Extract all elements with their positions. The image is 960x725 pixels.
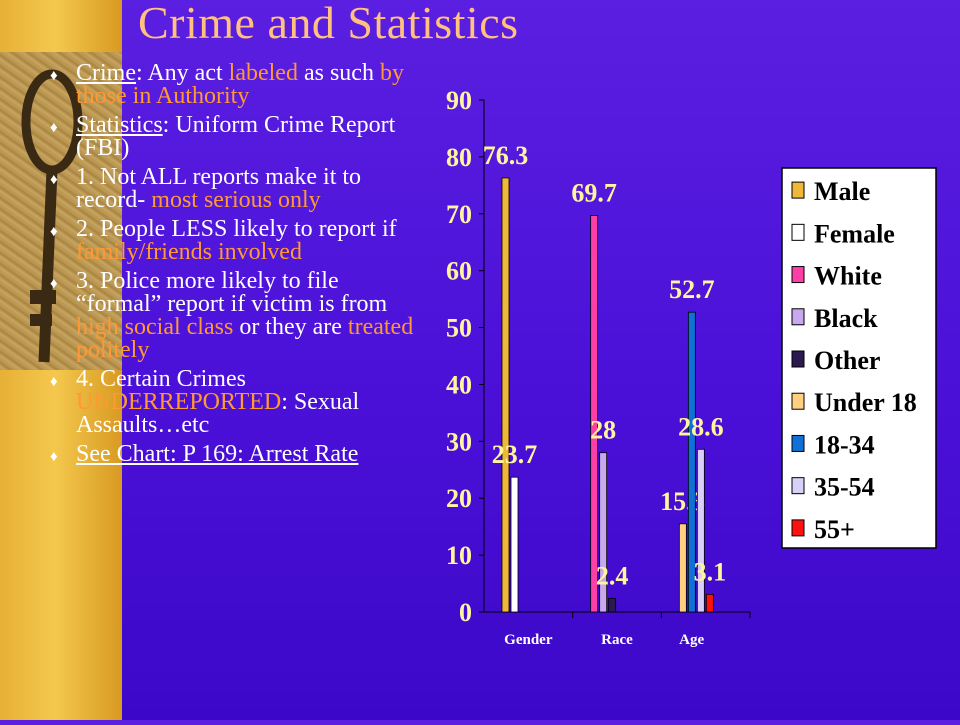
bullet-list: ♦ Crime: Any act labeled as such by those… <box>44 60 424 472</box>
bar-55- <box>705 593 714 613</box>
highlighted-text: UNDERREPORTED <box>76 389 282 415</box>
bullet-text: : Uniform Crime Report (FBI) <box>76 112 396 161</box>
y-tick-label: 60 <box>446 257 472 286</box>
x-category-label: Gender <box>504 632 553 648</box>
y-tick-label: 0 <box>459 598 472 627</box>
legend-swatch <box>791 519 805 537</box>
bar-under-18 <box>678 523 687 613</box>
bar-18-34 <box>687 311 696 613</box>
highlighted-text: labeled <box>228 60 298 86</box>
legend-label: Male <box>814 177 870 206</box>
bullet-item: ♦ 4. Certain Crimes UNDERREPORTED: Sexual… <box>44 366 424 438</box>
bullet-item: ♦ 2. People LESS likely to report if fami… <box>44 216 424 265</box>
legend-label: 35-54 <box>814 473 875 502</box>
bullet-item: ♦ Crime: Any act labeled as such by those… <box>44 60 424 109</box>
chart-svg: 0 10 20 30 40 50 60 70 80 90 Gender 76.3 23.7 Race 69.… <box>446 86 937 648</box>
y-tick-label: 20 <box>446 484 472 513</box>
bullet-text: 1. Not ALL reports make it to record- <box>76 164 362 213</box>
diamond-bullet-icon: ♦ <box>50 120 58 136</box>
bar-35-54 <box>696 448 705 613</box>
y-tick-label: 80 <box>446 143 472 172</box>
bullet-text: : Any act <box>136 60 229 86</box>
bar-black <box>599 452 608 613</box>
bullet-item: ♦ See Chart: P 169: Arrest Rate <box>44 441 424 467</box>
legend-label: Other <box>814 346 880 375</box>
legend-label: Under 18 <box>814 388 917 417</box>
diamond-bullet-icon: ♦ <box>50 68 58 84</box>
bar-male <box>501 177 510 613</box>
antique-key-image <box>0 52 122 370</box>
highlighted-text: high social class <box>76 314 234 340</box>
legend-swatch <box>791 392 805 410</box>
slide-title: Crime and Statistics <box>138 0 519 48</box>
legend-swatch <box>791 308 805 326</box>
legend-swatch <box>791 181 805 199</box>
bullet-item: ♦ Statistics: Uniform Crime Report (FBI) <box>44 112 424 161</box>
data-label: 76.3 <box>483 141 529 170</box>
underlined-term: Crime <box>76 60 136 86</box>
y-tick-label: 90 <box>446 86 472 115</box>
bar-chart: 0 10 20 30 40 50 60 70 80 90 Gender 76.3 23.7 Race 69.… <box>428 86 960 720</box>
x-category-label: Age <box>679 632 704 648</box>
bullet-text: or they are <box>233 314 348 340</box>
highlighted-text: by those in Authority <box>76 60 404 109</box>
key-icon <box>21 69 83 363</box>
y-tick-label: 70 <box>446 200 472 229</box>
bullet-text: 3. Police more likely to file “formal” r… <box>76 268 388 317</box>
bar-other <box>608 597 617 613</box>
highlighted-text: family/friends involved <box>76 239 302 265</box>
legend-swatch <box>791 434 805 452</box>
data-label: 23.7 <box>492 440 538 469</box>
y-tick-label: 50 <box>446 314 472 343</box>
y-tick-label: 30 <box>446 427 472 456</box>
bar-white <box>590 215 599 613</box>
data-label: 52.7 <box>669 275 715 304</box>
highlighted-text: most serious only <box>151 187 321 213</box>
y-tick-label: 40 <box>446 370 472 399</box>
legend-swatch <box>791 266 805 284</box>
data-label: 3.1 <box>694 557 727 586</box>
legend-label: White <box>814 262 882 291</box>
bullet-text: as such <box>297 60 380 86</box>
data-label: 69.7 <box>571 178 617 207</box>
bullet-text: 2. People LESS likely to report if <box>76 216 397 242</box>
diamond-bullet-icon: ♦ <box>50 276 58 292</box>
legend-swatch <box>791 350 805 368</box>
legend-label: 18-34 <box>814 430 875 459</box>
legend-label: 55+ <box>814 515 855 544</box>
bullet-item: ♦ 1. Not ALL reports make it to record- m… <box>44 164 424 213</box>
diamond-bullet-icon: ♦ <box>50 224 58 240</box>
data-label: 2.4 <box>596 561 629 590</box>
legend-swatch <box>791 477 805 495</box>
diamond-bullet-icon: ♦ <box>50 172 58 188</box>
legend-label: Black <box>814 304 878 333</box>
diamond-bullet-icon: ♦ <box>50 374 58 390</box>
bullet-text: : Sexual Assaults…etc <box>76 389 360 438</box>
legend-box <box>781 167 937 549</box>
data-label: 28.6 <box>678 412 724 441</box>
legend-label: Female <box>814 219 895 248</box>
bullet-item: ♦ 3. Police more likely to file “formal” … <box>44 268 424 363</box>
bar-female <box>510 476 519 613</box>
x-category-label: Race <box>601 632 633 648</box>
highlighted-text: treated politely <box>76 314 414 363</box>
y-tick-label: 10 <box>446 541 472 570</box>
diamond-bullet-icon: ♦ <box>50 449 58 465</box>
legend-swatch <box>791 223 805 241</box>
bullet-text: 4. Certain Crimes <box>76 366 246 392</box>
underlined-term: See Chart: P 169: Arrest Rate <box>76 441 359 467</box>
underlined-term: Statistics <box>76 112 163 138</box>
data-label: 28 <box>590 416 616 445</box>
